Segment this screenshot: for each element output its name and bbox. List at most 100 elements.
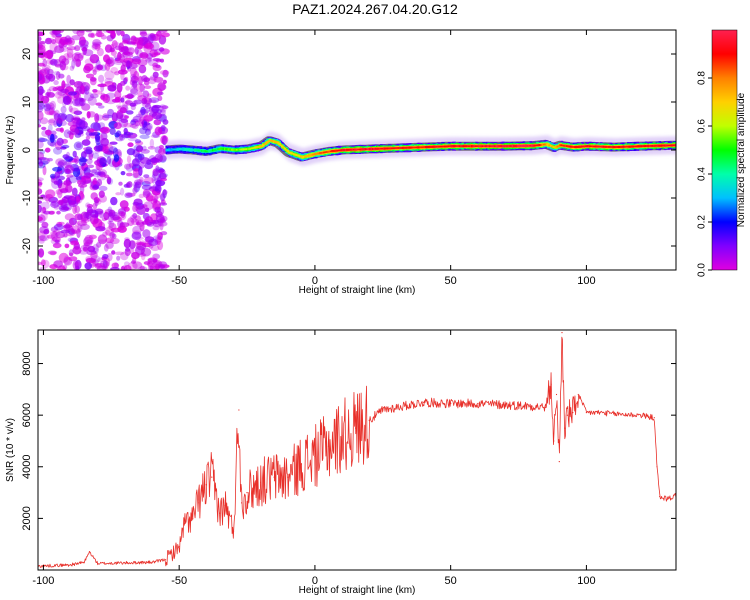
noise-blob	[52, 242, 62, 249]
noise-blob	[87, 164, 95, 169]
ridge-cell	[409, 146, 413, 149]
noise-blob	[72, 260, 79, 270]
ridge-cell	[266, 141, 269, 144]
ridge-cell	[316, 152, 319, 155]
noise-blob	[132, 257, 137, 264]
noise-blob	[44, 147, 51, 153]
noise-blob	[58, 221, 65, 225]
noise-blob	[77, 223, 83, 233]
ridge-cell	[357, 148, 360, 151]
noise-blob	[110, 67, 118, 74]
ridge-cell	[583, 145, 587, 148]
noise-blob	[156, 236, 161, 246]
noise-blob	[147, 93, 152, 98]
ridge-cell	[473, 145, 477, 148]
noise-blob	[72, 150, 77, 158]
noise-blob	[38, 105, 44, 113]
ridge-cell	[483, 145, 486, 147]
ridge-cell	[228, 148, 231, 151]
snr-point	[211, 476, 213, 478]
ridge-cell	[392, 147, 395, 149]
noise-blob	[85, 149, 94, 158]
ridge-cell	[528, 145, 531, 147]
noise-blob	[38, 140, 44, 149]
noise-blob	[118, 224, 125, 231]
noise-blob	[123, 122, 133, 128]
x-tick-label: 100	[577, 575, 595, 587]
y-tick-label: 10	[21, 96, 33, 108]
colorbar-tick-label: 0.2	[697, 215, 708, 229]
noise-blob	[100, 260, 110, 269]
noise-blob	[42, 165, 47, 176]
noise-blob	[144, 128, 151, 136]
noise-blob	[107, 206, 113, 214]
ridge-cell	[449, 145, 452, 148]
noise-blob	[38, 41, 46, 50]
noise-blob	[73, 53, 84, 62]
noise-blob	[84, 92, 94, 102]
noise-blob	[38, 235, 47, 242]
noise-blob	[134, 181, 142, 189]
ridge-cell	[256, 146, 260, 148]
ridge-cell	[241, 148, 245, 151]
ridge-cell	[229, 148, 232, 151]
noise-blob	[100, 92, 106, 98]
noise-blob	[76, 142, 82, 149]
noise-blob	[119, 107, 128, 114]
noise-blob	[72, 164, 79, 173]
noise-blob	[38, 161, 44, 167]
noise-blob	[59, 120, 67, 126]
noise-blob	[62, 98, 67, 108]
noise-blob	[86, 204, 94, 208]
snr-point	[450, 402, 452, 405]
ridge-cell	[647, 145, 651, 147]
snr-point	[558, 461, 560, 463]
x-tick-label: 0	[312, 575, 318, 587]
ridge-cell	[206, 150, 209, 153]
noise-blob	[61, 80, 66, 90]
noise-blob	[112, 214, 120, 221]
ridge-cell	[302, 156, 306, 158]
noise-blob	[63, 95, 72, 105]
noise-blob	[151, 52, 157, 58]
noise-blob	[80, 244, 91, 251]
noise-blob	[38, 188, 43, 195]
noise-blob	[142, 145, 147, 152]
noise-blob	[151, 105, 159, 114]
noise-blob	[132, 168, 140, 178]
noise-blob	[77, 214, 83, 221]
noise-blob	[159, 202, 168, 206]
ridge-cell	[414, 146, 417, 149]
noise-blob	[153, 76, 164, 83]
noise-blob	[95, 114, 104, 121]
noise-blob	[160, 192, 165, 203]
y-tick-label: 8000	[21, 351, 33, 375]
noise-blob	[103, 211, 110, 221]
noise-blob	[119, 200, 129, 209]
ridge-cell	[263, 143, 266, 145]
noise-blob	[126, 110, 134, 115]
snr-point	[599, 412, 601, 414]
noise-blob	[120, 171, 126, 176]
ridge-cell	[518, 144, 522, 147]
noise-blob	[62, 154, 70, 160]
noise-blob	[51, 231, 58, 242]
ridge-cell	[594, 145, 598, 148]
ridge-cell	[237, 148, 241, 151]
ridge-cell	[374, 147, 378, 150]
y-tick-label: -10	[21, 190, 33, 206]
ridge-cell	[442, 145, 446, 148]
noise-blob	[69, 65, 75, 71]
noise-blob	[123, 131, 134, 136]
noise-blob	[120, 211, 126, 219]
noise-blob	[153, 52, 161, 56]
noise-blob	[39, 234, 50, 242]
noise-blob	[130, 120, 137, 125]
noise-blob	[105, 58, 113, 65]
ridge-cell	[529, 144, 532, 147]
noise-blob	[45, 102, 55, 110]
noise-blob	[111, 262, 120, 269]
ridge-cell	[601, 145, 604, 148]
snr-point	[287, 476, 289, 478]
noise-blob	[84, 30, 93, 33]
